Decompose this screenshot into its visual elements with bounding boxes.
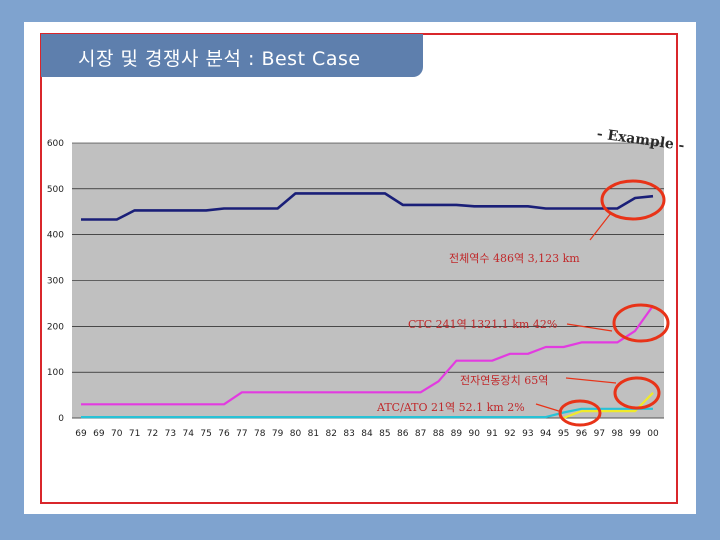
x-tick-label: 82	[326, 429, 337, 439]
leader-line-ctc	[566, 323, 613, 332]
x-tick-label: 77	[236, 429, 247, 439]
y-tick-label: 300	[47, 277, 64, 287]
x-tick-label: 71	[129, 429, 140, 439]
x-tick-label: 00	[647, 429, 659, 439]
x-tick-label: 86	[397, 429, 409, 439]
x-tick-label: 92	[504, 429, 515, 439]
x-tick-label: 69	[75, 429, 87, 439]
x-tick-label: 69	[93, 429, 105, 439]
x-tick-label: 74	[183, 429, 195, 439]
slide-title: 시장 및 경쟁사 분석 : Best Case	[78, 48, 361, 70]
x-tick-label: 90	[469, 429, 481, 439]
annotation-total: 전체역수 486역 3,123 km	[449, 252, 580, 265]
y-tick-label: 200	[47, 322, 64, 332]
y-tick-label: 100	[47, 368, 64, 378]
series-line-1	[81, 305, 654, 406]
leader-line-interlock	[565, 377, 617, 384]
x-tick-label: 75	[200, 429, 211, 439]
x-tick-label: 85	[379, 429, 390, 439]
x-tick-label: 76	[218, 429, 230, 439]
y-tick-label: 400	[47, 231, 64, 241]
x-tick-label: 73	[165, 429, 176, 439]
title-bar	[41, 34, 423, 77]
y-axis-ticks: 0 100 200 300 400 500 600	[47, 139, 64, 424]
x-tick-label: 89	[451, 429, 463, 439]
annotation-atc: ATC/ATO 21역 52.1 km 2%	[376, 401, 525, 414]
x-tick-label: 88	[433, 429, 445, 439]
series-line-3	[81, 407, 653, 419]
x-tick-label: 96	[576, 429, 588, 439]
x-tick-label: 95	[558, 429, 569, 439]
x-tick-label: 84	[361, 429, 373, 439]
x-tick-label: 94	[540, 429, 552, 439]
y-tick-label: 500	[47, 185, 64, 195]
x-tick-label: 98	[612, 429, 624, 439]
x-tick-label: 97	[594, 429, 605, 439]
x-tick-label: 87	[415, 429, 426, 439]
annotation-ctc: CTC 241역 1321.1 km 42%	[408, 318, 557, 331]
x-tick-label: 70	[111, 429, 123, 439]
highlight-circle-atc	[558, 399, 602, 427]
x-tick-label: 79	[272, 429, 284, 439]
x-tick-label: 72	[147, 429, 158, 439]
x-axis-ticks: 69 69 70 71 72 73 74 75 76 77 78 79 80 81 82 83 84 85 86 87…	[75, 429, 659, 439]
highlight-circle-ctc	[612, 303, 670, 343]
series-line-0	[81, 192, 654, 221]
x-tick-label: 93	[522, 429, 533, 439]
x-tick-label: 81	[308, 429, 319, 439]
x-tick-label: 91	[486, 429, 497, 439]
annotation-interlock: 전자연동장치 65역	[460, 374, 548, 387]
y-tick-label: 600	[47, 139, 64, 149]
highlight-circle-interlock	[613, 376, 661, 410]
y-tick-label: 0	[58, 414, 64, 424]
leader-line-atc	[535, 403, 563, 413]
leader-line-total	[589, 212, 612, 241]
x-tick-label: 99	[629, 429, 641, 439]
x-tick-label: 83	[343, 429, 354, 439]
highlight-circle-total	[600, 179, 666, 221]
x-tick-label: 80	[290, 429, 302, 439]
x-tick-label: 78	[254, 429, 266, 439]
